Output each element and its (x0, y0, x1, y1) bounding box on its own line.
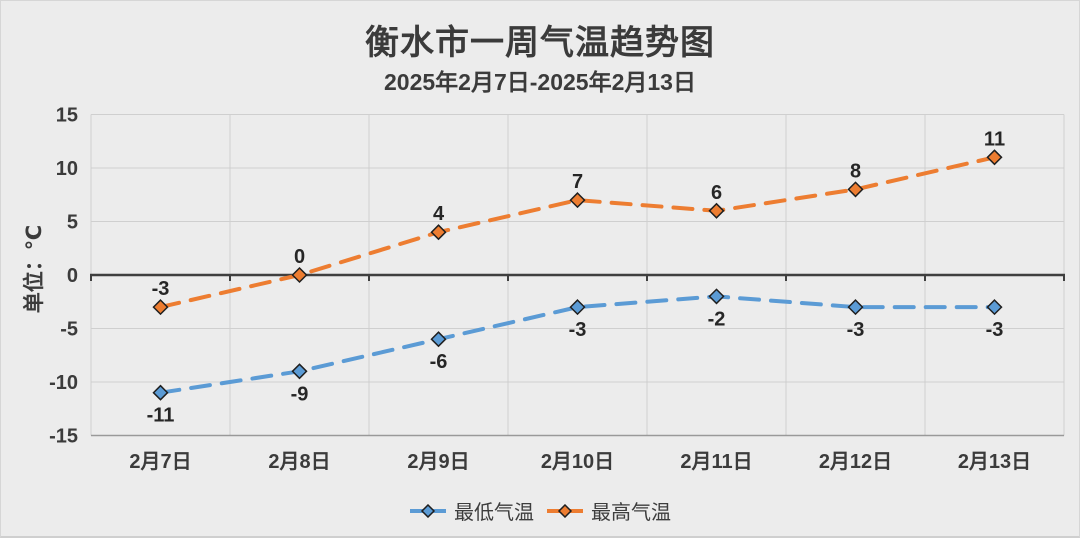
y-tick-label: -15 (49, 426, 78, 448)
y-tick-label: -5 (60, 319, 78, 341)
y-tick-label: 5 (67, 212, 78, 234)
chart-subtitle: 2025年2月7日-2025年2月13日 (384, 69, 696, 95)
data-label: 11 (984, 128, 1005, 150)
y-tick-label: 0 (67, 265, 78, 287)
x-category-label: 2月11日 (680, 451, 752, 473)
data-label: -9 (291, 383, 309, 405)
data-point-marker (708, 202, 725, 219)
x-category-label: 2月12日 (819, 451, 892, 473)
data-label: 7 (572, 171, 583, 193)
data-point-marker (708, 288, 725, 305)
chart-title: 衡水市一周气温趋势图 (365, 24, 715, 62)
data-label: -6 (430, 351, 448, 373)
min-temp-line-sample-icon (410, 503, 446, 518)
x-category-label: 2月13日 (958, 451, 1031, 473)
x-category-label: 2月8日 (268, 451, 330, 473)
data-label: 0 (294, 246, 305, 268)
data-point-marker (152, 384, 169, 401)
data-point-marker (986, 149, 1003, 166)
data-point-marker (986, 299, 1003, 316)
data-point-marker (291, 363, 308, 380)
data-label: -3 (847, 319, 865, 341)
x-category-label: 2月7日 (129, 451, 191, 473)
y-tick-label: 10 (56, 158, 78, 180)
legend-label-max-temp: 最高气温 (591, 502, 671, 524)
data-point-marker (847, 181, 864, 198)
data-label: -2 (708, 308, 726, 330)
data-label: -3 (152, 278, 170, 300)
data-point-marker (152, 299, 169, 316)
legend-label-min-temp: 最低气温 (454, 502, 534, 524)
data-label: -3 (569, 319, 587, 341)
data-point-marker (430, 331, 447, 348)
x-category-label: 2月9日 (407, 451, 469, 473)
y-tick-label: -10 (49, 372, 78, 394)
data-label: -11 (147, 405, 175, 427)
data-point-marker (847, 299, 864, 316)
data-label: 4 (433, 203, 445, 225)
data-label: 8 (850, 160, 861, 182)
chart-legend: 最低气温 最高气温 (1, 496, 1079, 525)
data-point-marker (430, 224, 447, 241)
data-point-marker (569, 192, 586, 209)
legend-item-min-temp: 最低气温 (409, 496, 534, 525)
data-label: -3 (986, 319, 1004, 341)
data-point-marker (291, 266, 308, 284)
data-label: 6 (711, 182, 722, 204)
legend-item-max-temp: 最高气温 (546, 496, 671, 525)
y-tick-label: 15 (56, 105, 78, 127)
data-point-marker (569, 299, 586, 316)
max-temp-line-sample-icon (547, 503, 583, 518)
x-category-label: 2月10日 (541, 451, 614, 473)
